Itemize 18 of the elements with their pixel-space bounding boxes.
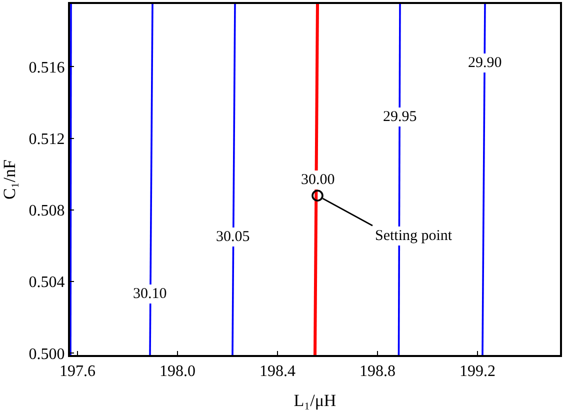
annotation: 30.05 [216,229,250,245]
annotation: 30.00 [301,172,335,188]
y-tick-label: 0.504 [28,274,65,292]
x-tick-label: 198.8 [360,363,396,380]
x-tick-label: 199.2 [460,363,496,380]
y-tick-label: 0.516 [28,59,65,76]
x-tick-label: 198.0 [160,363,196,380]
annotation: Setting point [375,228,453,244]
x-tick-label: 198.4 [260,363,296,380]
annotation: 30.10 [133,286,167,302]
x-axis-title: L₁/μH [294,391,336,410]
y-tick-label: 0.512 [28,130,65,148]
y-tick-label: 0.500 [28,346,65,363]
annotation: 29.95 [383,109,417,125]
y-axis-title: C₁/nF [0,160,19,200]
y-tick-label: 0.508 [28,202,65,220]
annotation: 29.90 [468,55,502,71]
x-tick-label: 197.6 [60,363,96,380]
